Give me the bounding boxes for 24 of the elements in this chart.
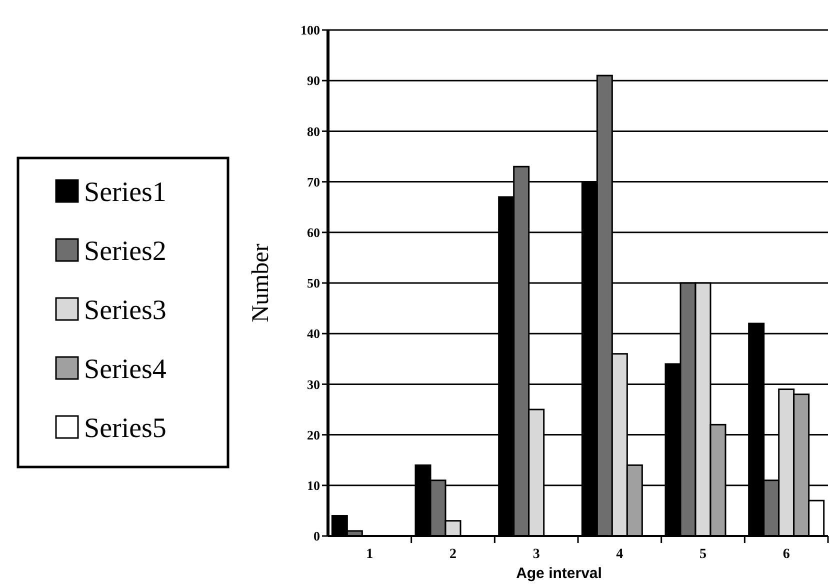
y-tick-label: 90 [307,73,320,88]
y-axis-title: Number [248,244,274,322]
x-tick-label: 4 [616,547,624,562]
y-tick-label: 30 [307,376,320,392]
y-tick-label: 20 [307,427,320,442]
y-tick-label: 10 [307,478,320,493]
legend-label: Series3 [84,294,166,326]
x-tick-label: 1 [366,547,374,562]
legend-label: Series1 [84,176,166,208]
x-axis-title: Age interval [516,565,602,582]
x-tick-label: 6 [782,547,790,562]
x-tick-label: 5 [700,547,706,562]
legend-label: Series2 [84,236,166,267]
y-tick-label: 60 [307,224,320,240]
legend-label: Series5 [84,412,166,444]
x-tick-label: 3 [532,547,540,562]
y-tick-label: 40 [307,326,320,342]
y-tick-label: 70 [307,174,320,190]
y-tick-label: 100 [300,22,320,38]
y-tick-label: 50 [307,276,320,291]
x-tick-label: 2 [450,547,456,562]
y-tick-label: 80 [307,124,320,139]
legend-label: Series4 [84,354,166,385]
y-tick-label: 0 [314,528,320,544]
